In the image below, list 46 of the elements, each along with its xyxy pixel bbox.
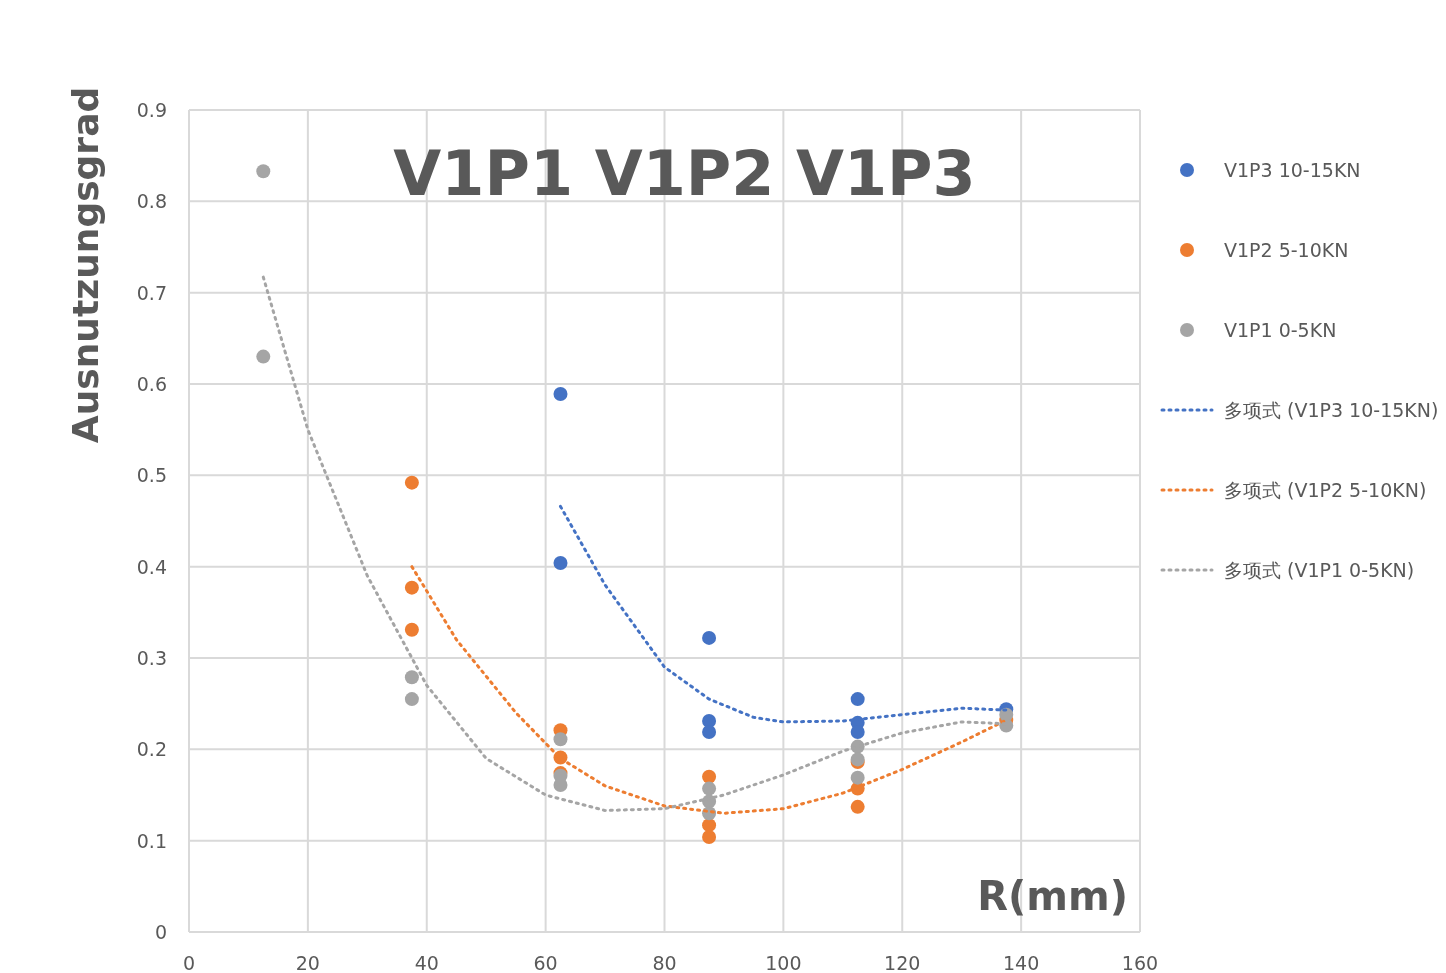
y-tick-label: 0.8 [136,190,167,213]
point [404,475,419,490]
y-axis-title: Ausnutzungsgrad [65,86,106,444]
y-tick-label: 0.5 [136,464,167,487]
legend-label: V1P3 10-15KN [1224,159,1361,181]
y-tick-label: 0 [154,921,167,943]
point [702,724,717,739]
point [850,770,865,785]
point [702,769,717,784]
x-axis-title: R(mm) [977,873,1128,919]
x-tick-label: 40 [414,952,439,973]
legend-label: 多项式 (V1P2 5-10KN) [1224,479,1427,501]
point [850,799,865,814]
x-tick-label: 140 [1002,952,1040,973]
legend-label: V1P2 5-10KN [1224,239,1349,261]
x-tick-label: 160 [1121,952,1159,973]
point [553,732,568,747]
y-tick-label: 0.7 [136,281,167,304]
x-tick-label: 80 [652,952,677,973]
legend-label: V1P1 0-5KN [1224,319,1337,341]
x-tick-label: 0 [182,952,196,973]
point [256,164,271,179]
x-tick-label: 60 [533,952,558,973]
y-tick-label: 0.6 [136,373,167,395]
legend-label: 多项式 (V1P3 10-15KN) [1224,399,1439,421]
y-tick-label: 0.1 [136,829,167,852]
legend-label: 多项式 (V1P1 0-5KN) [1224,559,1415,581]
x-tick-label: 20 [295,952,320,973]
point [702,781,717,796]
text: V1P1 V1P2 V1P3 [393,137,976,210]
y-tick-label: 0.2 [136,738,167,761]
y-tick-label: 0.9 [136,99,167,121]
point [553,387,568,402]
point [553,556,568,571]
x-tick-label: 100 [765,952,802,973]
point [404,692,419,707]
y-tick-label: 0.4 [136,555,167,578]
point [404,670,419,685]
point [256,349,271,364]
point [404,580,419,595]
y-tick-label: 0.3 [136,647,167,669]
point [702,830,717,845]
x-tick-label: 120 [884,952,921,973]
point [702,630,717,645]
point [850,692,865,707]
point [404,622,419,637]
